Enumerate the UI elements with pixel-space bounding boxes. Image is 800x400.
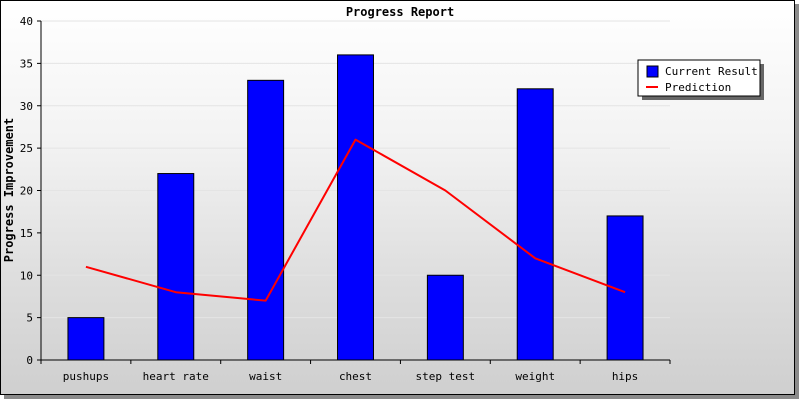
x-tick-label: pushups [63,370,109,383]
x-tick-label: step test [416,370,476,383]
bar-pushups [67,317,105,361]
y-axis-label: Progress Improvement [2,118,16,263]
y-tick-label: 0 [26,354,33,367]
legend-label-current-result: Current Result [665,65,758,78]
y-tick-label: 20 [20,185,33,198]
bar-chest [337,54,374,361]
x-tick-label: hips [612,370,639,383]
x-tick-label: heart rate [143,370,209,383]
y-tick-label: 15 [20,227,33,240]
x-tick-label: weight [515,370,555,383]
legend: Current Result Prediction [637,59,764,100]
bar-step-test [426,274,464,361]
chart-title: Progress Report [346,5,454,19]
legend-swatch-bar [646,65,659,78]
prediction-line [85,138,626,302]
y-tick-label: 5 [26,312,33,325]
y-tick-label: 25 [20,142,33,155]
bar-heart-rate [157,173,195,361]
y-axis: 0 5 10 15 20 25 30 35 40 [20,15,42,367]
y-tick-label: 30 [20,100,33,113]
legend-label-prediction: Prediction [665,81,731,94]
bar-waist [247,79,285,361]
y-tick-label: 35 [20,57,33,70]
x-tick-label: waist [249,370,282,383]
bar-weight [516,88,554,361]
bars [67,54,644,361]
x-axis: pushups heart rate waist chest step test weig… [40,359,671,383]
y-tick-label: 40 [20,15,33,28]
y-tick-label: 10 [20,269,33,282]
x-tick-label: chest [339,370,372,383]
